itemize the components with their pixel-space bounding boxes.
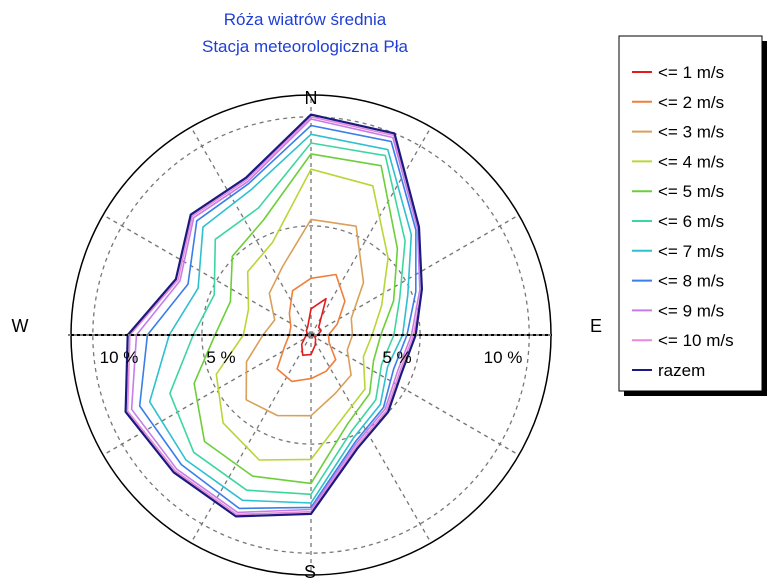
grid-spoke [310, 126, 432, 336]
legend-box [618, 35, 763, 392]
series-line-11 [124, 113, 423, 518]
legend-label-2: <= 2 m/s [658, 93, 724, 112]
series-line-6 [169, 142, 406, 496]
tick-label-10-left: 10 % [100, 348, 139, 367]
compass-label-n: N [305, 88, 318, 108]
legend-label-1: <= 1 m/s [658, 63, 724, 82]
tick-label-10-right: 10 % [484, 348, 523, 367]
series-line-8 [138, 124, 417, 510]
grid-spoke [310, 334, 432, 544]
tick-label-5-left: 5 % [206, 348, 235, 367]
series-line-3 [245, 218, 365, 417]
grid-spoke [102, 334, 312, 456]
legend-label-10: <= 10 m/s [658, 331, 734, 350]
series-line-1 [300, 297, 327, 357]
compass-label-w: W [12, 316, 29, 336]
legend-label-6: <= 6 m/s [658, 212, 724, 231]
legend-label-8: <= 8 m/s [658, 272, 724, 291]
compass-label-e: E [590, 316, 602, 336]
grid-spoke [102, 214, 312, 336]
legend-label-3: <= 3 m/s [658, 123, 724, 142]
chart-subtitle: Stacja meteorologiczna Pła [202, 37, 409, 56]
compass-label-s: S [304, 562, 316, 581]
series-group [124, 113, 423, 518]
legend-label-4: <= 4 m/s [658, 152, 724, 171]
legend: <= 1 m/s <= 2 m/s <= 3 m/s <= 4 m/s <= 5 m/s… [618, 35, 767, 396]
chart-title: Róża wiatrów średnia [224, 10, 387, 29]
legend-label-7: <= 7 m/s [658, 242, 724, 261]
series-line-9 [130, 118, 421, 514]
series-line-7 [148, 133, 413, 504]
series-line-2 [276, 273, 346, 383]
tick-label-5-right: 5 % [382, 348, 411, 367]
series-line-5 [193, 153, 399, 485]
legend-label-5: <= 5 m/s [658, 182, 724, 201]
grid-spoke [310, 214, 520, 336]
grid-spoke [190, 334, 312, 544]
series-line-4 [215, 168, 389, 461]
legend-label-9: <= 9 m/s [658, 301, 724, 320]
grid-spoke [310, 334, 520, 456]
legend-label-11: razem [658, 361, 705, 380]
